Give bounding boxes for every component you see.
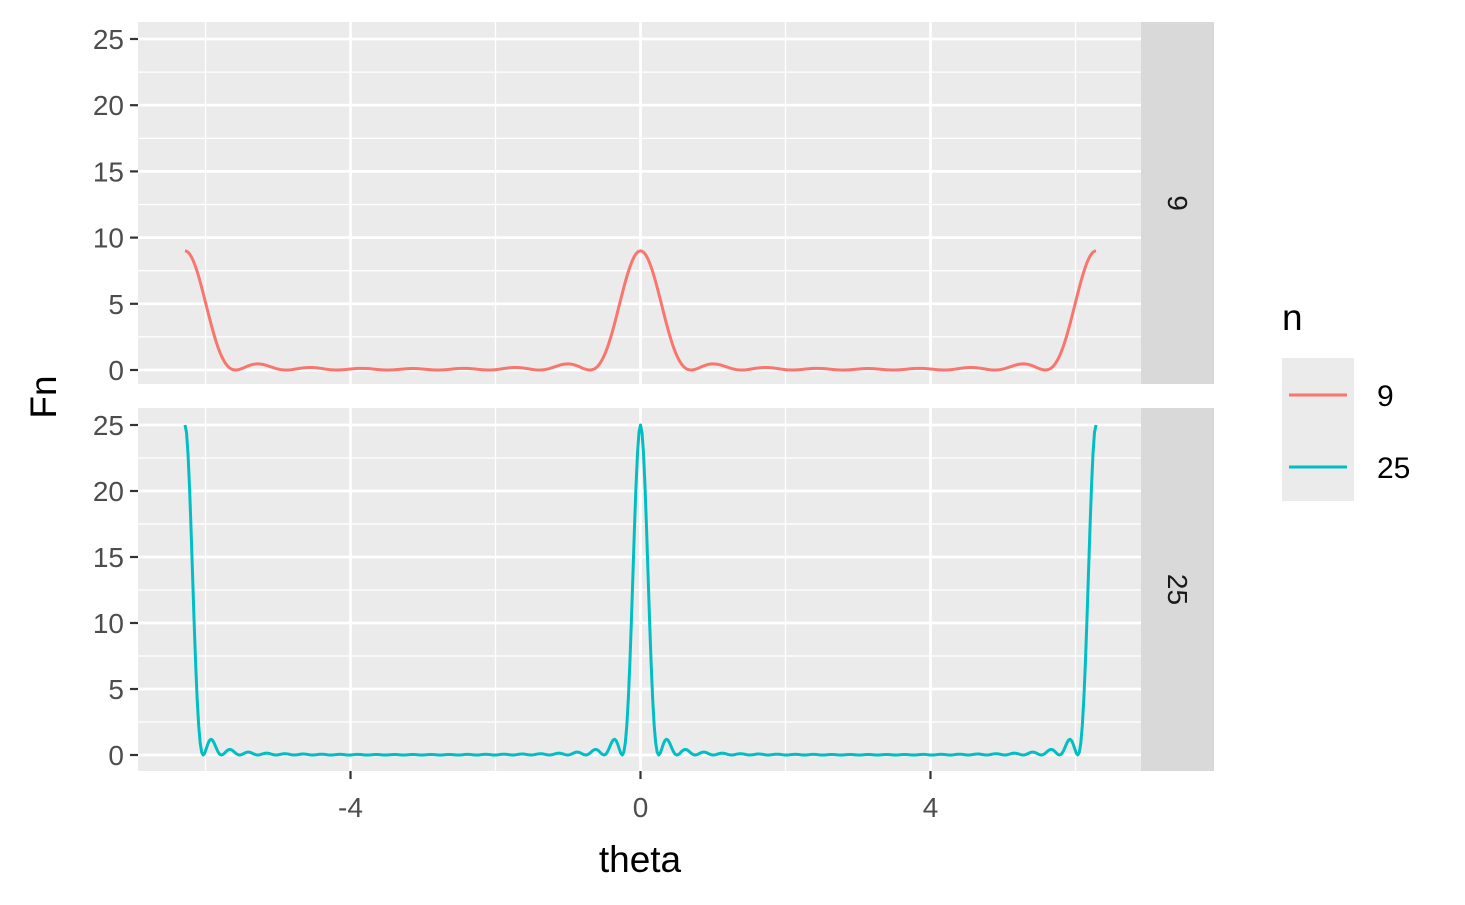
y-tick-label: 15: [93, 156, 124, 187]
y-tick-label: 20: [93, 90, 124, 121]
facet-strip: [1141, 22, 1214, 384]
legend-label-9: 9: [1377, 380, 1394, 413]
y-tick-label: 5: [108, 674, 124, 705]
series-line-25: [183, 423, 1098, 757]
facet-panel-9: 0 5 10 15 20 25 9: [93, 22, 1214, 386]
legend: n 9 25: [1282, 297, 1410, 501]
y-tick-label: 0: [108, 740, 124, 771]
y-tick-label: 0: [108, 355, 124, 386]
y-axis-title: Fn: [23, 375, 64, 418]
legend-key-background: [1282, 358, 1354, 501]
x-axis-title: theta: [599, 839, 682, 880]
facet-panel-25: 0 5 10 15 20 25 25: [93, 408, 1214, 771]
x-tick-label: 0: [633, 792, 649, 823]
y-tick-label: 10: [93, 223, 124, 254]
series-line-9: [184, 249, 1097, 372]
y-tick-label: 25: [93, 410, 124, 441]
x-tick-label: 4: [923, 792, 939, 823]
facet-strip: [1141, 408, 1214, 771]
y-tick-label: 20: [93, 476, 124, 507]
facet-strip-label: 9: [1162, 195, 1193, 211]
legend-title: n: [1282, 297, 1303, 338]
x-tick-label: -4: [338, 792, 363, 823]
y-tick-label: 10: [93, 608, 124, 639]
legend-label-25: 25: [1377, 452, 1410, 485]
facet-panels: 0 5 10 15 20 25 9 0 5 10 15 20 25 25: [93, 22, 1214, 771]
y-tick-label: 25: [93, 24, 124, 55]
y-tick-label: 5: [108, 289, 124, 320]
y-tick-label: 15: [93, 542, 124, 573]
facet-strip-label: 25: [1162, 574, 1193, 605]
x-axis: -4 0 4: [338, 771, 938, 823]
